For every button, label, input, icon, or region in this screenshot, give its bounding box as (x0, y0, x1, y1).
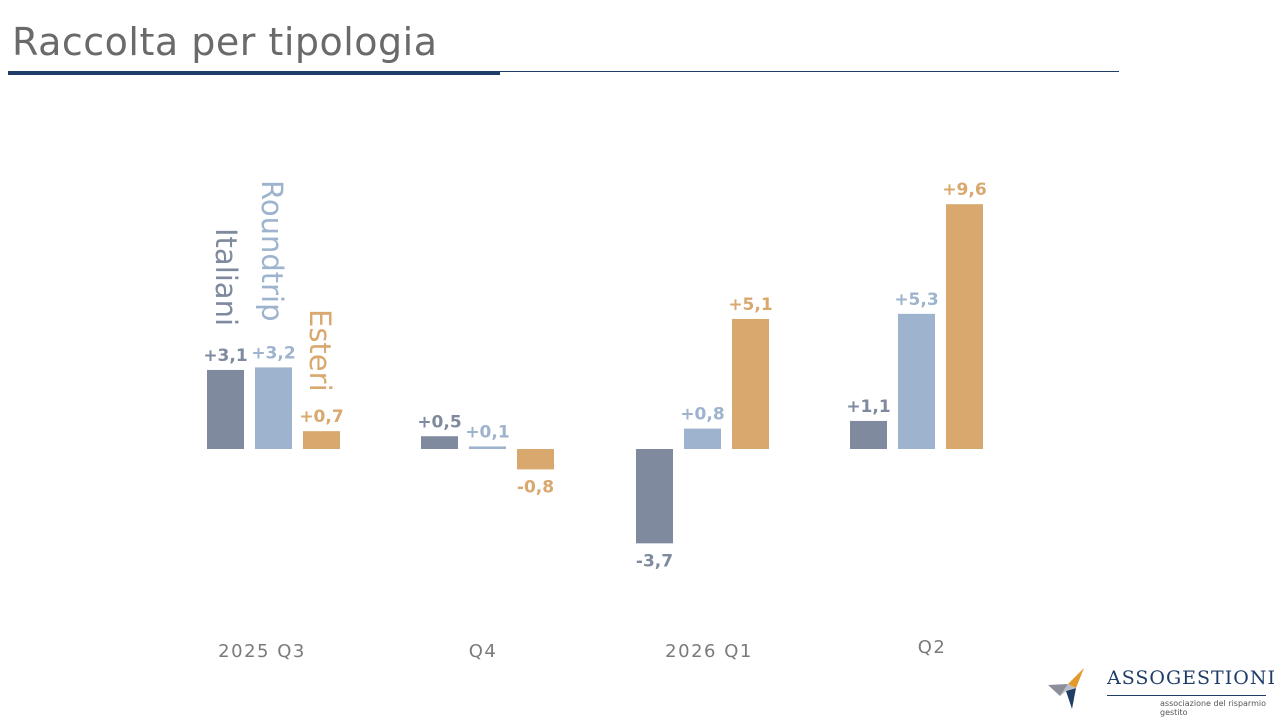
title-divider (8, 71, 1119, 72)
data-label: +0,8 (680, 405, 724, 425)
data-label: +3,1 (203, 346, 247, 366)
category-label: 2026 Q1 (665, 641, 753, 662)
category-label: 2025 Q3 (218, 641, 306, 662)
logo-tagline: associazione del risparmio gestito (1160, 699, 1266, 717)
category-label: Q4 (469, 641, 498, 662)
data-label: -0,8 (517, 477, 554, 497)
bar-roundtrip-0 (255, 367, 292, 449)
logo-underline (1107, 695, 1266, 696)
bar-italiani-0 (207, 369, 244, 449)
star-logo-icon (1048, 668, 1084, 709)
legend-label-roundtrip: Roundtrip (255, 180, 289, 322)
data-label: +0,5 (417, 412, 461, 432)
bar-italiani-3 (850, 420, 887, 449)
bar-roundtrip-3 (898, 313, 935, 449)
data-label: +1,1 (846, 397, 890, 417)
data-label: +5,1 (728, 295, 772, 315)
data-label: +3,2 (251, 343, 295, 363)
bar-esteri-2 (732, 318, 769, 449)
bar-italiani-1 (421, 436, 458, 449)
bar-roundtrip-1 (469, 446, 506, 449)
bar-esteri-1 (517, 449, 554, 470)
logo-name: ASSOGESTIONI (1107, 667, 1276, 689)
legend-label-italiani: Italiani (209, 228, 243, 326)
bar-esteri-3 (946, 204, 983, 449)
data-label: +0,1 (465, 422, 509, 442)
bar-italiani-2 (636, 449, 673, 544)
data-label: +5,3 (894, 290, 938, 310)
data-label: +0,7 (299, 407, 343, 427)
page-title: Raccolta per tipologia (12, 20, 438, 64)
title-divider-accent (8, 71, 500, 75)
assogestioni-logo: ASSOGESTIONI associazione del risparmio … (1046, 665, 1276, 717)
bar-esteri-0 (303, 431, 340, 449)
data-label: -3,7 (636, 551, 673, 571)
category-label: Q2 (918, 637, 947, 658)
legend-label-esteri: Esteri (303, 309, 337, 392)
data-label: +9,6 (942, 180, 986, 200)
bar-roundtrip-2 (684, 428, 721, 449)
